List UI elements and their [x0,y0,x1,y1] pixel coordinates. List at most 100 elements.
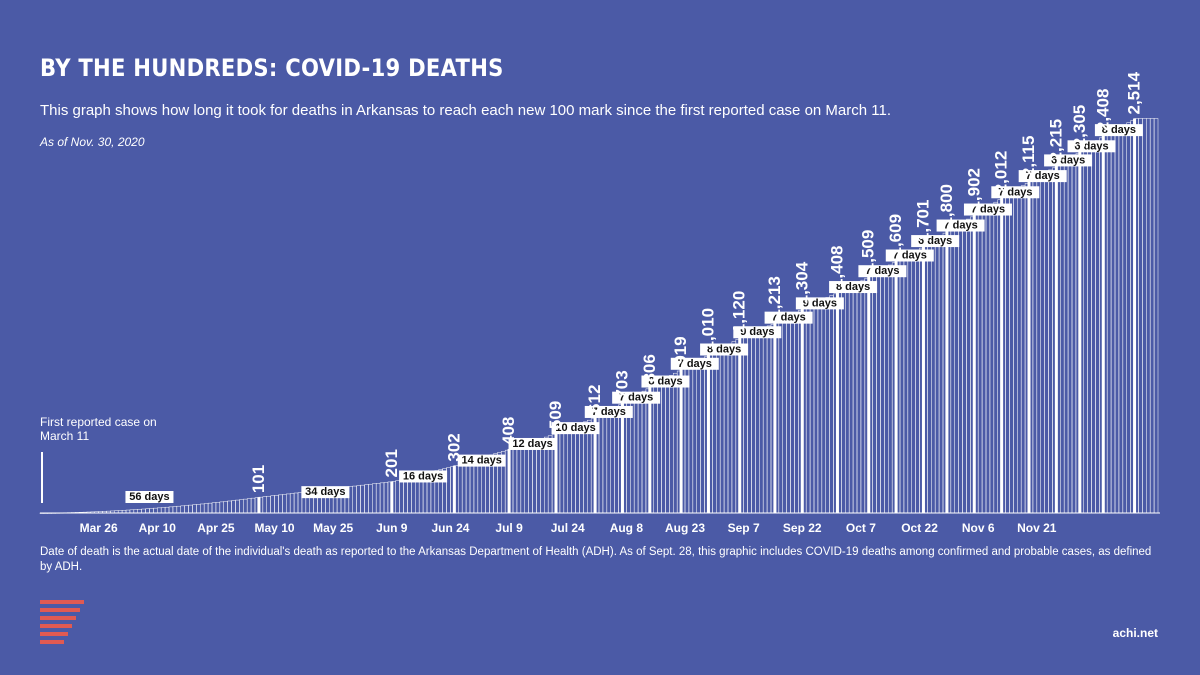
days-label-box [670,357,719,370]
daily-bar [1153,118,1159,514]
daily-bar [1009,192,1014,514]
daily-bar [352,485,357,514]
milestone-bar [1133,118,1137,513]
x-tick-label: Mar 26 [80,521,118,535]
days-label-box [641,375,690,388]
daily-bar [1114,128,1120,514]
daily-bar [407,477,412,514]
daily-bar [231,500,236,514]
daily-bar [743,335,748,514]
daily-bar [160,507,166,514]
daily-bar [403,478,408,514]
daily-bar [1146,118,1151,514]
daily-bar [583,421,588,514]
days-label: 6 days [1051,154,1085,166]
days-label-box [584,405,633,418]
x-tick-label: Sep 22 [783,521,822,535]
x-tick-label: Oct 7 [846,521,876,535]
milestone-bar [390,481,394,513]
daily-bar [184,505,189,514]
days-label-box [733,326,782,339]
daily-bar [1095,140,1100,514]
milestone-bar [706,354,710,513]
daily-bar [571,426,576,514]
daily-bar [563,429,568,514]
footnote: Date of death is the actual date of the … [40,546,1152,573]
x-tick-label: Apr 10 [139,521,177,535]
daily-bar [966,218,971,514]
x-tick-label: Oct 22 [901,521,938,535]
daily-bar [1138,118,1143,514]
milestone-value-label: 1,010 [698,308,717,351]
daily-bar [1063,160,1069,514]
daily-bar [915,249,920,514]
daily-bar [516,446,522,514]
daily-bar [469,460,475,514]
daily-bar [153,507,158,514]
milestone-value-label: 1,609 [886,214,905,257]
days-label-box [457,454,506,467]
daily-bar [661,379,666,514]
days-label-box [700,343,749,356]
days-label: 9 days [740,326,774,338]
days-label-box [301,486,350,499]
daily-bar [246,498,252,514]
daily-bar [1149,118,1155,514]
daily-bar [227,500,232,514]
daily-bar [1036,176,1041,514]
x-tick-label: Aug 23 [665,521,705,535]
daily-bar [133,509,138,514]
days-label-box [858,265,907,278]
daily-bar [196,504,201,514]
daily-bars [39,118,1159,514]
milestone-value-label: 408 [499,417,518,445]
daily-bar [751,332,756,514]
days-label: 8 days [648,376,682,388]
daily-bar [712,352,717,514]
daily-bar [274,495,279,514]
days-label: 7 days [1026,170,1060,182]
daily-bar [805,306,811,514]
daily-bar [856,281,862,514]
daily-bar [176,505,181,514]
daily-bar [610,408,615,514]
daily-bar [633,395,639,514]
days-label: 9 days [803,297,837,309]
x-tick-label: Jul 9 [495,521,523,535]
days-label-box [991,186,1040,199]
x-tick-label: Apr 25 [197,521,235,535]
daily-bar [931,240,936,514]
daily-bar [1048,169,1053,514]
days-label: 6 days [918,235,952,247]
milestone-bar [679,368,683,513]
daily-bar [786,316,791,514]
daily-bar [1091,142,1096,514]
daily-bar [852,283,858,514]
daily-bar [993,201,998,514]
daily-bar [782,318,787,514]
subtitle: This graph shows how long it took for de… [40,102,892,119]
daily-bar [383,482,389,514]
daily-bar [1087,145,1092,514]
x-axis-ticks: Mar 26 Apr 10 Apr 25 May 10 May 25 Jun 9 Jun 2… [80,521,1057,535]
x-tick-label: May 10 [255,521,295,535]
daily-bar [1118,126,1124,514]
daily-bar [446,467,451,514]
milestone-bar [507,448,511,513]
milestone-bar [1027,181,1031,513]
daily-bar [372,483,377,514]
milestone-bar [452,465,456,513]
daily-bar [1060,162,1065,514]
daily-bar [239,499,244,514]
daily-bar [215,502,221,514]
daily-bar [512,447,518,514]
daily-bar [243,498,248,514]
daily-bar [379,482,385,514]
daily-bar [203,503,209,514]
daily-bar [899,258,905,514]
daily-bar [286,493,291,514]
site-url[interactable]: achi.net [1112,626,1158,640]
daily-bar [289,493,295,514]
as-of-date: As of Nov. 30, 2020 [40,135,145,149]
